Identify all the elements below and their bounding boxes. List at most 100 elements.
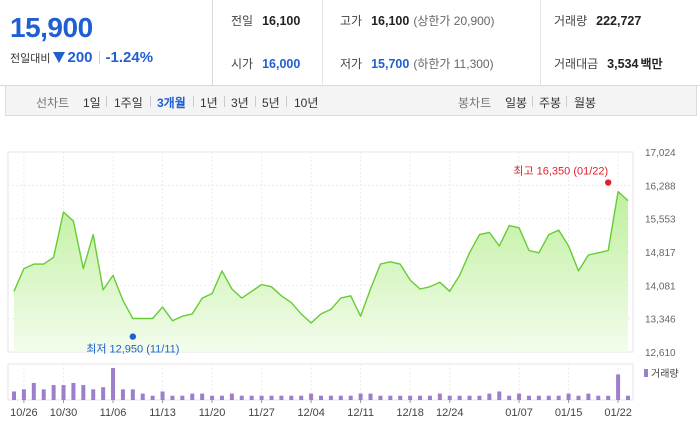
tab-daily-candle[interactable]: 일봉: [505, 96, 528, 110]
price-chart: 17,024 16,288 15,553 14,817 14,081 13,346 12,6…: [0, 140, 700, 433]
tab-monthly-candle[interactable]: 월봉: [574, 96, 597, 110]
open-value: 16,000: [262, 57, 301, 71]
y-tick-label: 13,346: [645, 315, 676, 326]
current-price: 15,900: [10, 12, 93, 43]
x-tick-label: 01/15: [555, 407, 583, 419]
tab-10y[interactable]: 10년: [294, 96, 319, 110]
divider: [98, 51, 100, 64]
x-tick-label: 12/18: [396, 407, 424, 419]
volume-bar: [526, 395, 531, 400]
chart-period-tabs: 선차트 1일 1주일 3개월 1년 3년 5년 10년 봉차트 일봉 주봉 월봉: [5, 86, 697, 116]
volume-bar: [41, 389, 46, 400]
volume-bar: [319, 395, 323, 400]
x-tick-label: 11/20: [199, 407, 226, 419]
volume-bar: [596, 395, 601, 400]
volume-bar: [437, 393, 442, 400]
high-point: [604, 179, 612, 186]
volume-bar: [111, 368, 116, 400]
price-line: [13, 190, 629, 324]
volume-bar: [507, 395, 512, 400]
y-tick-label: 15,553: [645, 215, 676, 226]
trade-value-unit: 백만: [640, 57, 663, 71]
tab-1y[interactable]: 1년: [200, 96, 218, 110]
tab-5y[interactable]: 5년: [262, 96, 280, 110]
prev-close-label: 전일: [231, 14, 254, 28]
down-arrow-icon: [53, 52, 66, 63]
x-tick-label: 12/24: [436, 407, 464, 419]
tab-1d[interactable]: 1일: [83, 96, 101, 110]
volume-bar: [427, 395, 432, 400]
x-tick-label: 11/13: [149, 407, 176, 419]
volume-bar: [616, 374, 621, 400]
volume-bar: [606, 395, 611, 400]
volume-value: 222,727: [596, 14, 642, 28]
volume-bar: [566, 393, 571, 400]
tab-weekly-candle[interactable]: 주봉: [539, 96, 562, 110]
volume-bar: [180, 395, 185, 400]
volume-bar: [358, 393, 363, 400]
volume-bar: [546, 395, 551, 400]
volume-bar: [120, 389, 125, 400]
volume-bar: [467, 395, 472, 400]
trade-value-amount: 3,534: [607, 57, 639, 71]
tab-3m[interactable]: 3개월: [157, 96, 186, 110]
volume-bar: [497, 391, 502, 400]
volume-bar: [130, 389, 135, 400]
y-tick-label: 16,288: [645, 181, 676, 192]
volume-bar: [299, 395, 304, 400]
volume-bar: [140, 393, 145, 400]
divider: [106, 96, 107, 107]
price-box: 15,900 전일대비 200 -1.24%: [0, 0, 213, 86]
high-annotation: 최고 16,350 (01/22): [513, 165, 608, 178]
divider: [322, 0, 323, 86]
volume-bar: [536, 395, 541, 400]
volume-bar: [378, 395, 383, 400]
divider: [224, 96, 225, 107]
volume-bar: [210, 395, 215, 400]
volume-bar: [101, 387, 106, 400]
y-tick-label: 17,024: [645, 148, 676, 159]
volume-bar: [348, 395, 353, 400]
volume-bar: [249, 395, 254, 400]
x-tick-label: 12/11: [347, 407, 374, 419]
volume-bar: [477, 395, 482, 400]
volume-bar: [31, 382, 36, 400]
high-price: 고가 16,100 (상한가 20,900): [340, 12, 494, 29]
y-tick-label: 12,610: [645, 348, 676, 359]
volume-bar: [51, 385, 56, 400]
volume: 거래량 222,727: [554, 12, 641, 29]
open-price: 시가 16,000: [231, 55, 300, 72]
change-amount: 200: [67, 49, 93, 66]
volume-bar: [239, 395, 244, 400]
upper-limit: (상한가 20,900): [413, 14, 495, 28]
tab-3y[interactable]: 3년: [231, 96, 249, 110]
volume-bar: [200, 393, 205, 400]
prev-close: 전일 16,100: [231, 12, 300, 29]
volume-bar: [190, 393, 195, 400]
price-area-fill: [14, 191, 628, 352]
change-label: 전일대비: [10, 52, 51, 65]
low-price: 저가 15,700 (하한가 11,300): [340, 55, 494, 72]
candle-chart-title: 봉차트: [458, 96, 492, 110]
x-tick-label: 01/22: [604, 407, 632, 419]
volume-legend-swatch: [644, 369, 648, 377]
open-label: 시가: [231, 57, 254, 71]
trade-value-label: 거래대금: [554, 57, 599, 71]
divider: [255, 96, 256, 107]
y-tick-label: 14,081: [645, 281, 676, 292]
y-tick-label: 14,817: [645, 248, 676, 259]
volume-bar: [229, 393, 234, 400]
low-annotation: 최저 12,950 (11/11): [86, 343, 179, 356]
price-chart-svg: 17,024 16,288 15,553 14,817 14,081 13,346 12,6…: [7, 148, 679, 419]
tab-1w[interactable]: 1주일: [114, 96, 143, 110]
volume-bar: [309, 393, 314, 400]
quote-header: 15,900 전일대비 200 -1.24% 전일 16,100 시가 16,0…: [0, 0, 700, 86]
divider: [150, 96, 151, 107]
trade-value: 거래대금 3,534 백만: [554, 55, 663, 72]
x-tick-label: 10/30: [50, 407, 78, 419]
volume-bar: [160, 391, 165, 400]
low-value: 15,700: [371, 57, 410, 71]
x-tick-label: 01/07: [505, 407, 533, 419]
high-label: 고가: [340, 14, 363, 28]
volume-bar: [626, 395, 630, 400]
